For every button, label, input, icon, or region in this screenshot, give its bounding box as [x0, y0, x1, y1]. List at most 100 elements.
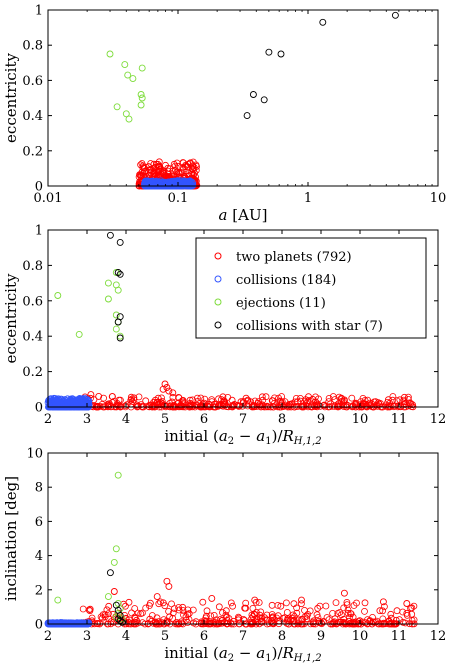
- y-tick-label: 2: [35, 583, 43, 598]
- x-tick-label: 10: [430, 191, 447, 206]
- data-point: [222, 607, 230, 615]
- data-point: [277, 398, 285, 405]
- data-point: [163, 384, 171, 391]
- data-point: [243, 112, 251, 120]
- data-point: [345, 614, 353, 621]
- x-tick-label: 12: [430, 629, 447, 644]
- data-point: [316, 619, 324, 627]
- data-point: [155, 600, 163, 608]
- data-point: [296, 394, 304, 402]
- data-point: [135, 393, 143, 401]
- data-point: [182, 613, 190, 621]
- data-point: [100, 394, 107, 402]
- data-point: [292, 394, 300, 402]
- x-tick-label: 6: [200, 629, 208, 644]
- data-point: [188, 162, 196, 170]
- data-point: [179, 398, 187, 406]
- data-point: [54, 596, 62, 604]
- data-point: [62, 396, 69, 404]
- data-point: [105, 615, 113, 623]
- data-point: [305, 396, 313, 404]
- chart-panel-1: 0.01 0.1 1 10 0 0.2 0.4 0.6 0.8 1 eccentricity a [A…: [2, 4, 446, 225]
- data-point: [96, 619, 104, 627]
- data-point: [243, 397, 251, 405]
- data-point: [104, 593, 112, 601]
- y-axis-label: eccentricity: [2, 53, 20, 143]
- y-tick-label: 0.8: [22, 259, 43, 274]
- data-point: [260, 96, 268, 104]
- data-point: [175, 604, 183, 611]
- data-point: [252, 609, 260, 616]
- y-tick-label: 0: [35, 180, 43, 195]
- data-point: [122, 110, 130, 118]
- data-point: [299, 616, 307, 624]
- data-point: [403, 611, 411, 619]
- x-tick-label: 0.01: [34, 191, 63, 206]
- data-point: [340, 589, 348, 597]
- data-point: [137, 101, 145, 109]
- data-point: [309, 618, 317, 626]
- data-point: [116, 270, 124, 278]
- data-point: [279, 614, 287, 622]
- data-point: [316, 602, 324, 610]
- data-point: [399, 618, 407, 626]
- data-point: [159, 599, 167, 607]
- data-point: [169, 389, 177, 397]
- data-point: [380, 603, 388, 610]
- data-point: [400, 396, 408, 404]
- x-tick-label: 0.1: [168, 191, 189, 206]
- data-point: [114, 471, 122, 479]
- legend-entry: collisions with star (7): [236, 319, 383, 334]
- y-tick-label: 0.8: [22, 39, 43, 54]
- y-tick-label: 0: [35, 401, 43, 416]
- data-point: [314, 604, 322, 612]
- data-point: [203, 607, 211, 615]
- data-point: [88, 614, 96, 622]
- data-point: [304, 397, 312, 405]
- data-point: [391, 11, 399, 19]
- data-point: [112, 311, 120, 319]
- data-point: [224, 393, 232, 401]
- data-point: [165, 608, 173, 615]
- y-tick-label: 0: [35, 618, 43, 633]
- data-point: [114, 610, 122, 618]
- data-point: [242, 599, 250, 607]
- data-point: [198, 618, 206, 626]
- data-point: [399, 608, 407, 616]
- data-point: [101, 611, 109, 619]
- data-point: [249, 91, 257, 98]
- data-point: [128, 395, 136, 403]
- legend-marker: [214, 321, 222, 329]
- data-point: [116, 334, 124, 342]
- x-tick-label: 4: [122, 629, 130, 644]
- data-point: [178, 169, 186, 177]
- data-point: [278, 393, 286, 400]
- data-point: [247, 398, 255, 406]
- data-point: [160, 616, 168, 623]
- y-tick-label: 0.4: [22, 330, 43, 345]
- data-point: [407, 604, 415, 612]
- data-point: [216, 616, 224, 623]
- data-point: [138, 94, 146, 102]
- data-point: [85, 606, 93, 614]
- data-point: [132, 619, 139, 626]
- data-point: [343, 601, 351, 608]
- data-point: [184, 606, 192, 614]
- data-point: [99, 611, 107, 618]
- data-point: [169, 609, 177, 617]
- data-point: [149, 402, 157, 410]
- data-point: [410, 602, 418, 610]
- data-point: [389, 393, 397, 400]
- data-point: [114, 318, 122, 326]
- data-point: [54, 292, 62, 299]
- x-tick-label: 6: [200, 412, 208, 427]
- data-point: [277, 602, 285, 610]
- data-points: [44, 471, 418, 628]
- data-point: [297, 600, 305, 608]
- data-point: [238, 402, 246, 410]
- data-point: [210, 612, 218, 619]
- data-point: [112, 545, 120, 553]
- data-point: [128, 619, 136, 627]
- data-point: [332, 599, 340, 606]
- data-point: [113, 103, 121, 111]
